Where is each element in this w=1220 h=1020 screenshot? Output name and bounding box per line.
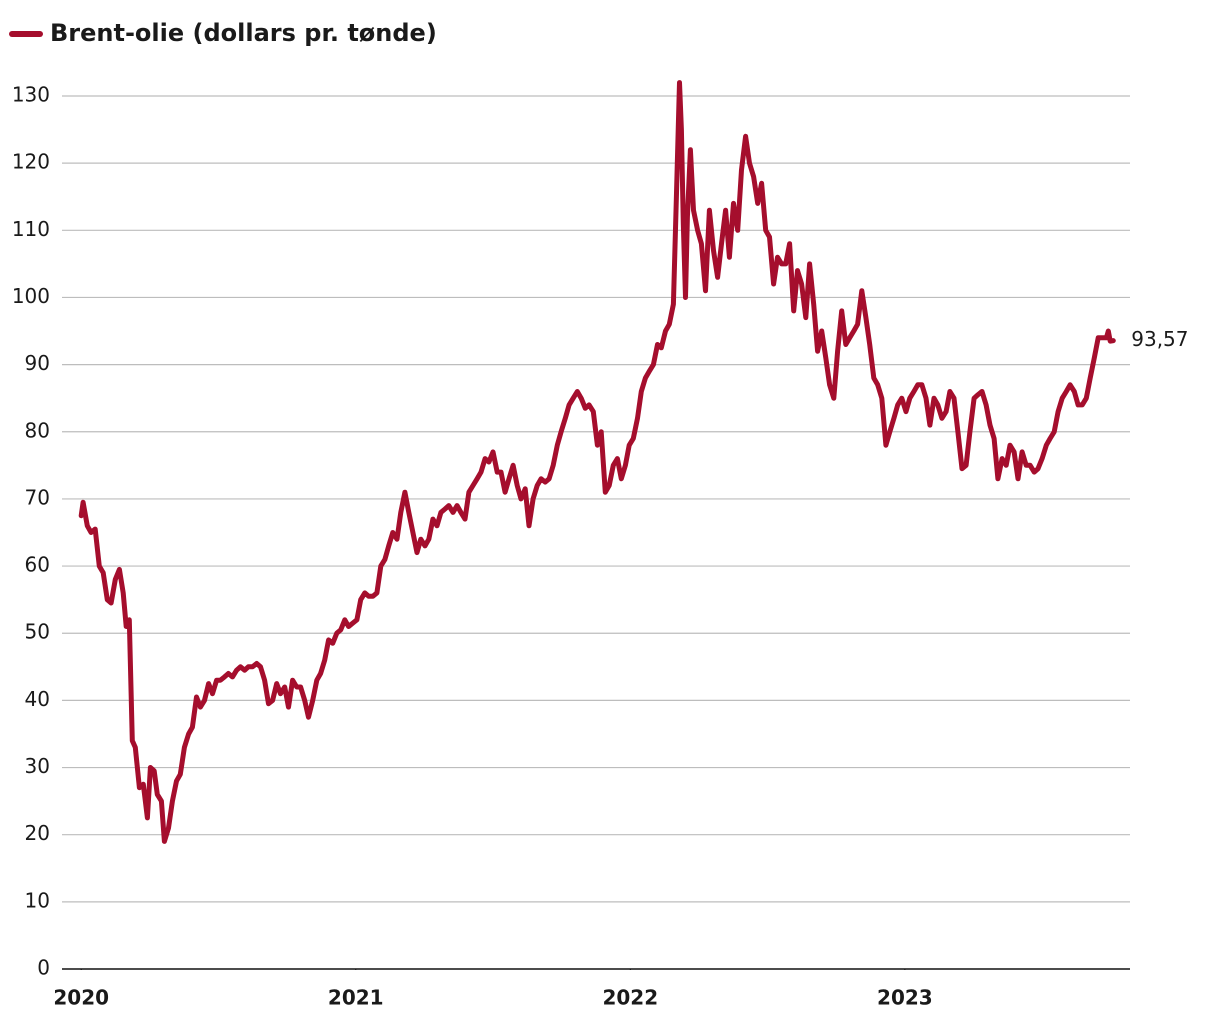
y-tick-label: 60: [25, 553, 50, 577]
y-tick-label: 10: [25, 888, 50, 912]
y-tick-label: 0: [37, 956, 50, 980]
end-label: 93,57: [1131, 327, 1188, 351]
x-tick-label: 2020: [53, 986, 109, 1010]
y-tick-label: 130: [12, 83, 50, 107]
y-tick-label: 30: [25, 754, 50, 778]
y-tick-label: 110: [12, 217, 50, 241]
y-tick-label: 90: [25, 351, 50, 375]
y-tick-label: 70: [25, 485, 50, 509]
y-tick-label: 40: [25, 687, 50, 711]
y-tick-label: 100: [12, 284, 50, 308]
x-tick-label: 2022: [602, 986, 658, 1010]
y-tick-label: 80: [25, 418, 50, 442]
price-line: [78, 80, 1116, 844]
y-tick-label: 50: [25, 620, 50, 644]
legend-label: Brent-olie (dollars pr. tønde): [50, 19, 437, 47]
y-tick-label: 20: [25, 821, 50, 845]
x-tick-label: 2023: [877, 986, 933, 1010]
x-tick-label: 2021: [328, 986, 384, 1010]
y-tick-label: 120: [12, 150, 50, 174]
